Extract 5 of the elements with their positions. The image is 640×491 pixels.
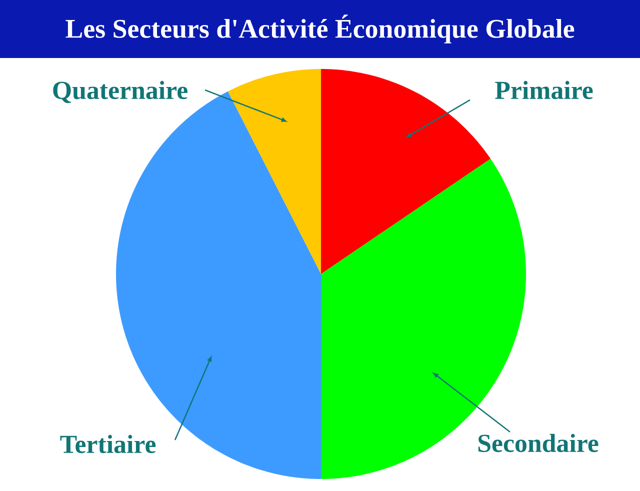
slice-label: Primaire [495,80,593,100]
slice-label: Quaternaire [53,80,188,104]
chart-title: Les Secteurs d'Activité Économique Globale [66,14,574,44]
slice-label: Secondaire [478,434,598,452]
slice-label: Tertiaire [60,434,156,454]
